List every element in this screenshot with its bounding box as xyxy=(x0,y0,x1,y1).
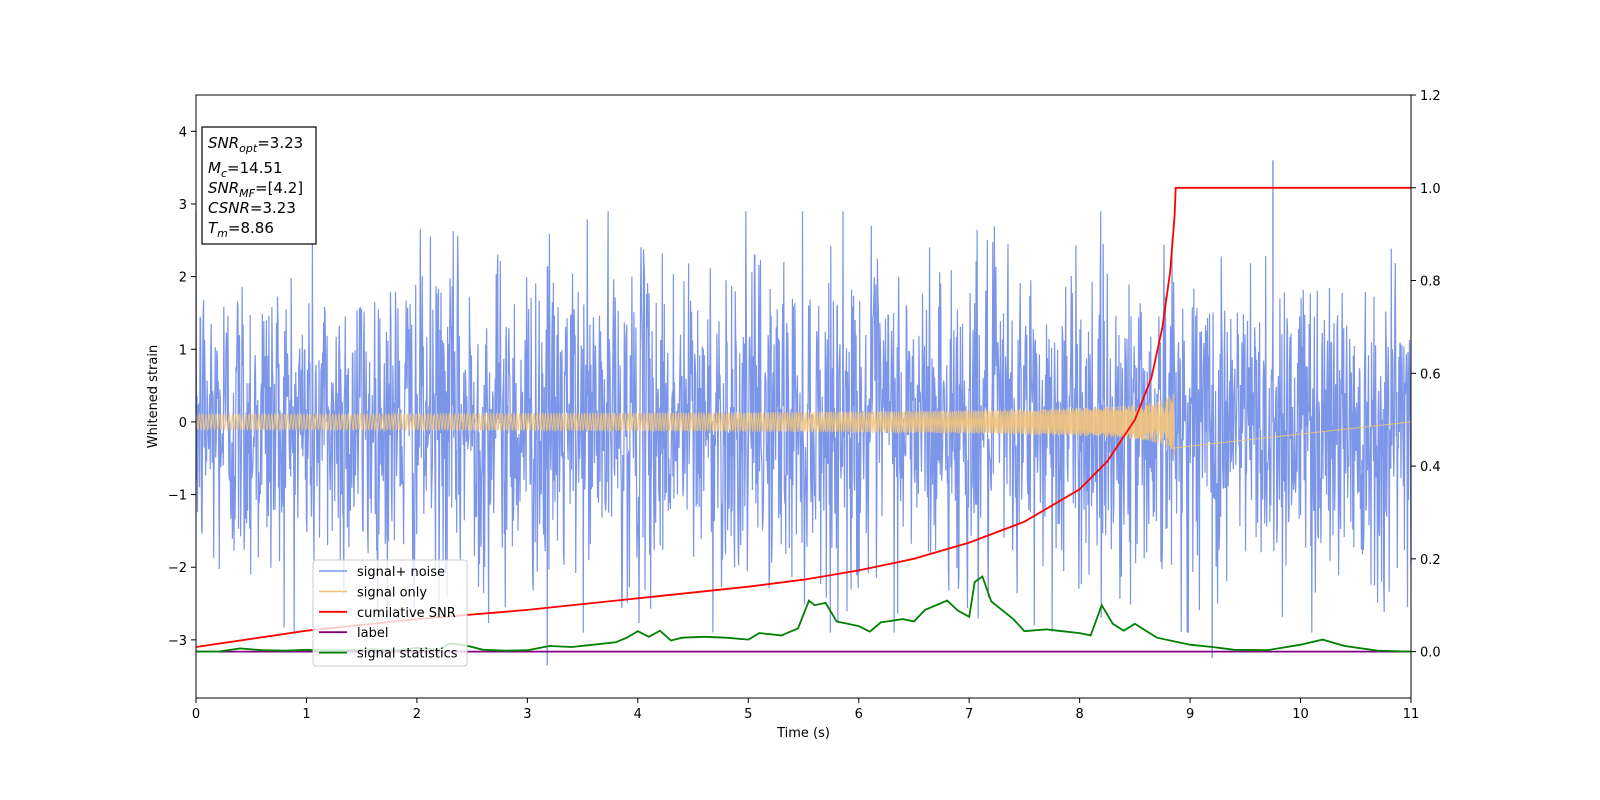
y-left-tick-label: 2 xyxy=(179,271,187,286)
x-axis: 0 1 2 3 4 5 6 7 8 9 10 11 xyxy=(192,698,1419,722)
y-axis-left: 4 3 2 1 0 −1 −2 −3 xyxy=(168,125,196,649)
x-tick-label: 3 xyxy=(523,707,531,722)
y-right-tick-label: 1.0 xyxy=(1420,182,1441,197)
signal-only-line xyxy=(195,394,1412,456)
annotation-line: Tm=8.86 xyxy=(208,219,274,240)
y-left-tick-label: 3 xyxy=(179,198,187,213)
y-right-tick-label: 0.4 xyxy=(1420,460,1441,475)
annotation-frame xyxy=(201,126,317,245)
y-left-tick-label: −3 xyxy=(168,634,187,649)
x-tick-label: 10 xyxy=(1292,707,1309,722)
y-left-tick-label: −1 xyxy=(168,489,187,504)
x-tick-label: 1 xyxy=(302,707,310,722)
x-tick-label: 7 xyxy=(965,707,973,722)
x-tick-label: 11 xyxy=(1403,707,1420,722)
legend-label: signal+ noise xyxy=(357,565,445,580)
y-axis-right: 1.2 1.0 0.8 0.6 0.4 0.2 0.0 xyxy=(1411,89,1441,661)
cumilative-snr-line xyxy=(195,186,1411,648)
y-right-tick-label: 0.6 xyxy=(1420,367,1441,382)
legend-label: cumilative SNR xyxy=(357,606,456,621)
y-left-tick-label: 4 xyxy=(179,125,187,140)
signal-noise-series xyxy=(195,160,1412,666)
annotation-line: SNRopt=3.23 xyxy=(208,134,303,155)
y-right-tick-label: 1.2 xyxy=(1420,89,1441,104)
signal-noise-line xyxy=(195,211,1412,633)
x-tick-label: 2 xyxy=(413,707,421,722)
y-right-tick-label: 0.2 xyxy=(1420,553,1441,568)
y-right-tick-label: 0.8 xyxy=(1420,275,1441,290)
x-tick-label: 8 xyxy=(1075,707,1083,722)
x-tick-label: 6 xyxy=(855,707,863,722)
x-axis-label: Time (s) xyxy=(776,726,830,741)
legend-label: signal only xyxy=(357,585,427,600)
legend: signal+ noise signal only cumilative SNR la… xyxy=(312,559,468,667)
y-right-tick-label: 0.0 xyxy=(1420,646,1441,661)
x-tick-label: 0 xyxy=(192,707,200,722)
annotation-line: SNRMF=[4.2] xyxy=(208,179,303,200)
annotation-line: Mc=14.51 xyxy=(208,159,283,180)
y-left-tick-label: 0 xyxy=(179,416,187,431)
x-tick-label: 9 xyxy=(1186,707,1194,722)
y-left-tick-label: −2 xyxy=(168,561,187,576)
legend-frame xyxy=(312,559,468,667)
legend-label: signal statistics xyxy=(357,647,458,662)
signal-only-series xyxy=(195,394,1412,456)
plot-frame xyxy=(195,94,1412,699)
x-tick-label: 5 xyxy=(744,707,752,722)
x-tick-label: 4 xyxy=(634,707,642,722)
y-axis-label: Whitened strain xyxy=(146,345,161,448)
y-left-tick-label: 1 xyxy=(179,343,187,358)
annotation-line: CSNR=3.23 xyxy=(208,199,296,217)
legend-label: label xyxy=(357,626,388,641)
